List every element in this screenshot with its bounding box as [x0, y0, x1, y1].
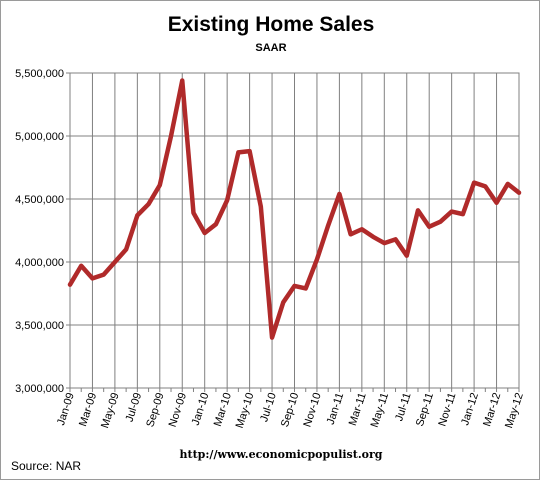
- x-tick-label: Jan-11: [325, 391, 347, 426]
- x-tick-label: Nov-11: [436, 391, 458, 428]
- y-tick-label: 3,500,000: [15, 320, 64, 332]
- x-tick-label: Jan-10: [190, 391, 212, 427]
- credit-url: http://www.economicpopulist.org: [179, 448, 383, 461]
- grid: [69, 72, 520, 389]
- y-axis: 3,000,000 3,500,000 4,000,000 4,500,000 5,00…: [15, 68, 70, 395]
- y-tick-label: 4,000,000: [15, 257, 64, 269]
- source-note: Source: NAR: [11, 459, 82, 473]
- x-tick-label: Mar-10: [212, 391, 234, 428]
- chart-subtitle: SAAR: [255, 42, 287, 54]
- x-axis: Jan-09 Mar-09 May-09 Jul-09 Sep-09 Nov-09 Jan-…: [55, 388, 526, 430]
- x-tick-label: Jul-10: [258, 391, 279, 423]
- chart-title: Existing Home Sales: [167, 13, 375, 36]
- x-tick-label: May-12: [503, 391, 526, 430]
- x-tick-label: Sep-09: [144, 391, 166, 428]
- series-layer: [67, 78, 522, 340]
- x-tick-label: May-09: [99, 391, 122, 430]
- x-tick-label: Jan-09: [55, 391, 77, 427]
- x-tick-label: Jan-12: [459, 391, 481, 427]
- x-tick-label: Nov-09: [167, 391, 189, 428]
- y-tick-label: 3,000,000: [15, 383, 64, 395]
- x-tick-label: May-10: [234, 391, 257, 430]
- x-tick-label: Sep-11: [414, 391, 436, 428]
- y-tick-label: 5,000,000: [15, 131, 64, 143]
- x-tick-label: Jul-09: [124, 391, 145, 423]
- x-tick-label: Mar-09: [77, 391, 99, 428]
- y-tick-label: 5,500,000: [15, 68, 64, 80]
- y-tick-label: 4,500,000: [15, 194, 64, 206]
- x-tick-label: Jul-11: [393, 391, 413, 422]
- x-tick-label: Mar-12: [481, 391, 503, 428]
- x-tick-label: Nov-10: [301, 391, 323, 428]
- x-tick-label: Mar-11: [347, 391, 369, 427]
- x-tick-label: Sep-10: [279, 391, 301, 428]
- x-tick-label: May-11: [369, 391, 391, 429]
